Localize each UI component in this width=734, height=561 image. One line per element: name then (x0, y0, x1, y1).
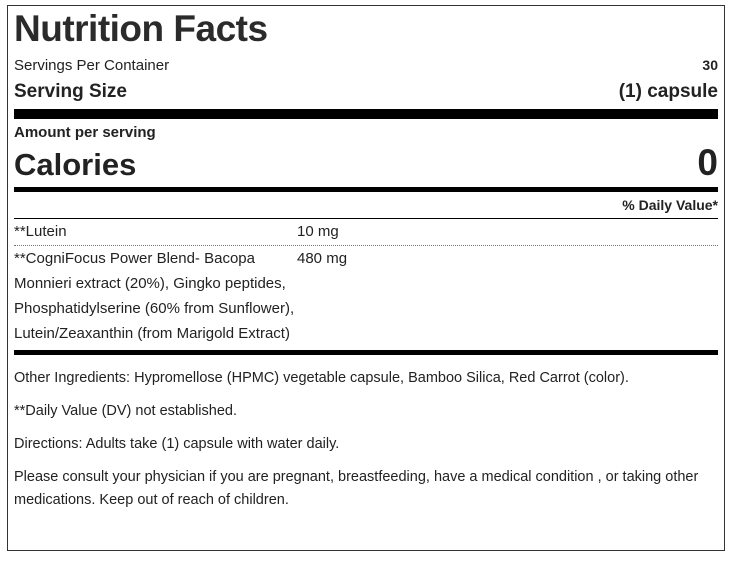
servings-label: Servings Per Container (14, 57, 170, 74)
other-ingredients: Other Ingredients: Hypromellose (HPMC) v… (14, 370, 629, 386)
dotted-divider (14, 245, 718, 246)
bottom-divider (14, 350, 718, 355)
amount-per-serving: Amount per serving (14, 124, 156, 141)
serving-size-label: Serving Size (14, 81, 127, 102)
warning: Please consult your physician if you are… (14, 469, 699, 508)
panel-title: Nutrition Facts (14, 8, 268, 49)
medium-divider (14, 187, 718, 192)
thick-divider (14, 109, 718, 119)
nutrient-amount: 480 mg (297, 250, 348, 267)
calories-value: 0 (697, 142, 718, 183)
calories-label: Calories (14, 147, 137, 182)
serving-size-value: (1) capsule (618, 81, 718, 102)
servings-value: 30 (702, 57, 718, 73)
servings-per-container-row: Servings Per Container 30 (14, 55, 718, 76)
daily-value-header: % Daily Value* (622, 197, 718, 213)
directions: Directions: Adults take (1) capsule with… (14, 436, 340, 452)
nutrient-row: **CogniFocus Power Blend- Bacopa Monnier… (14, 246, 718, 346)
calories-row: Calories 0 (14, 142, 718, 183)
nutrient-amount: 10 mg (297, 223, 339, 240)
nutrient-name: **CogniFocus Power Blend- Bacopa Monnier… (14, 250, 295, 342)
daily-value-note: **Daily Value (DV) not established. (14, 403, 237, 419)
nutrient-name: **Lutein (14, 223, 67, 240)
serving-size-row: Serving Size (1) capsule (14, 79, 718, 105)
nutrient-row: **Lutein 10 mg (14, 219, 718, 244)
nutrition-facts-panel: Nutrition Facts Servings Per Container 3… (7, 5, 725, 551)
thin-divider (14, 218, 718, 219)
